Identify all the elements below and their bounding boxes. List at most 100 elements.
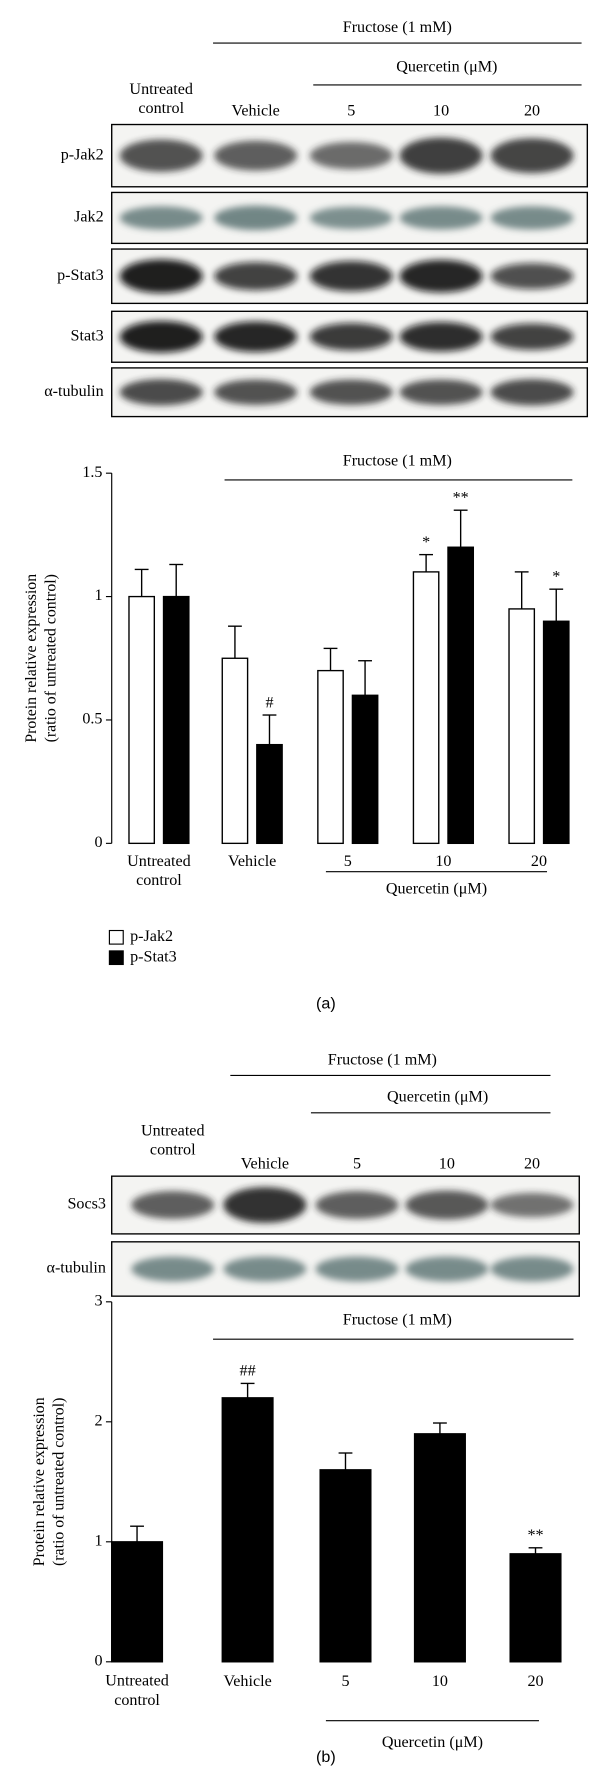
blot-band [119, 259, 203, 294]
legend-label: p-Jak2 [130, 928, 173, 945]
lane-label: 20 [524, 1156, 540, 1173]
bar [221, 1397, 274, 1663]
y-axis-label: Protein relative expression [31, 1397, 48, 1566]
error-bar [228, 625, 242, 659]
blot-band [214, 205, 298, 231]
y-tick-label: 1 [94, 587, 102, 604]
blot-band [119, 206, 203, 230]
bar [413, 1433, 466, 1663]
blot-band [490, 323, 574, 351]
bar [542, 620, 570, 845]
lane-label: Untreated control [140, 1122, 205, 1160]
blot-band [131, 1191, 215, 1219]
y-tick-label: 0 [94, 834, 102, 851]
x-tick-label-box: Untreated control [127, 853, 191, 890]
blot-band [309, 206, 393, 230]
legend-label: p-Stat3 [130, 948, 177, 965]
error-bar [130, 1525, 144, 1542]
significance-label: # [265, 694, 273, 711]
significance-label: ** [453, 490, 469, 507]
blot-band [214, 140, 298, 171]
row-label: Jak2 [74, 209, 104, 226]
fructose-label: Fructose (1 mM) [343, 19, 452, 36]
panel-label: (a) [316, 995, 336, 1012]
blot-band [490, 138, 574, 174]
blot-band [119, 139, 203, 172]
blot-band [119, 379, 203, 406]
x-tick-label: Untreated control [105, 1673, 169, 1710]
blot-band [309, 323, 393, 351]
blot-band [399, 379, 483, 405]
lane-label: 5 [353, 1156, 361, 1173]
error-bar [433, 1422, 447, 1434]
blot-band [405, 1190, 489, 1220]
lane-label: 5 [347, 103, 355, 120]
y-axis-label: (ratio of untreated control) [42, 574, 59, 742]
bar [162, 595, 190, 845]
significance-label: ** [527, 1527, 543, 1544]
blot-band [315, 1191, 399, 1219]
subgroup-label: Quercetin (μM) [386, 881, 487, 898]
bar [128, 595, 156, 845]
legend-swatch [108, 929, 124, 945]
significance-label: * [422, 534, 430, 551]
blot-band [399, 322, 483, 352]
lane-label-box: Untreated control [140, 1122, 205, 1160]
error-bar [358, 660, 372, 696]
x-tick-label-box: Untreated control [105, 1673, 169, 1710]
error-bar [262, 714, 277, 745]
quercetin-label: Quercetin (μM) [396, 59, 497, 76]
x-tick-label: 5 [341, 1673, 349, 1690]
bar [508, 608, 536, 845]
blot-band [309, 379, 393, 405]
lane-label: Vehicle [241, 1156, 289, 1173]
blot-band [309, 141, 393, 170]
blot-band [490, 206, 574, 230]
row-label: α-tubulin [44, 383, 103, 400]
bar [447, 546, 475, 845]
row-label: p-Stat3 [57, 267, 104, 284]
group-label: Fructose (1 mM) [343, 1312, 452, 1329]
significance-label: * [552, 569, 560, 586]
significance-label: ## [240, 1363, 256, 1380]
y-tick-label: 2 [94, 1413, 102, 1430]
bar [317, 669, 344, 845]
x-tick-label: 20 [531, 853, 547, 870]
x-tick-label: Vehicle [228, 853, 276, 870]
y-tick-label: 1.5 [82, 464, 102, 481]
lane-label: 10 [439, 1156, 455, 1173]
lane-label: Untreated control [129, 81, 194, 118]
fructose-label: Fructose (1 mM) [328, 1051, 437, 1068]
y-tick-label: 3 [94, 1293, 102, 1310]
bar [111, 1541, 164, 1663]
blot-band [490, 263, 574, 290]
lane-label: 20 [524, 103, 540, 120]
error-bar [528, 1547, 543, 1554]
x-tick-label: Untreated control [127, 853, 191, 890]
blot-band [223, 1187, 307, 1223]
blot-band [399, 206, 483, 230]
x-tick-label: 5 [344, 853, 352, 870]
blot-band [399, 259, 483, 293]
bar [221, 657, 249, 845]
bar [256, 743, 283, 845]
bar [319, 1469, 372, 1663]
group-label: Fructose (1 mM) [343, 453, 452, 470]
row-label: Stat3 [71, 328, 104, 345]
quercetin-label: Quercetin (μM) [387, 1089, 488, 1106]
row-label: α-tubulin [47, 1260, 106, 1277]
blot-band [315, 1256, 399, 1282]
y-tick-label: 1 [94, 1533, 102, 1550]
y-tick-label: 0 [94, 1653, 102, 1670]
row-label: p-Jak2 [61, 146, 104, 163]
blot-band [214, 321, 298, 353]
error-bar [338, 1452, 353, 1470]
blot-band [399, 137, 483, 174]
y-tick-label: 0.5 [82, 711, 102, 728]
error-bar [514, 571, 529, 609]
blot-band [309, 260, 393, 292]
x-tick-label: Vehicle [223, 1673, 271, 1690]
lane-label: Vehicle [232, 103, 280, 120]
